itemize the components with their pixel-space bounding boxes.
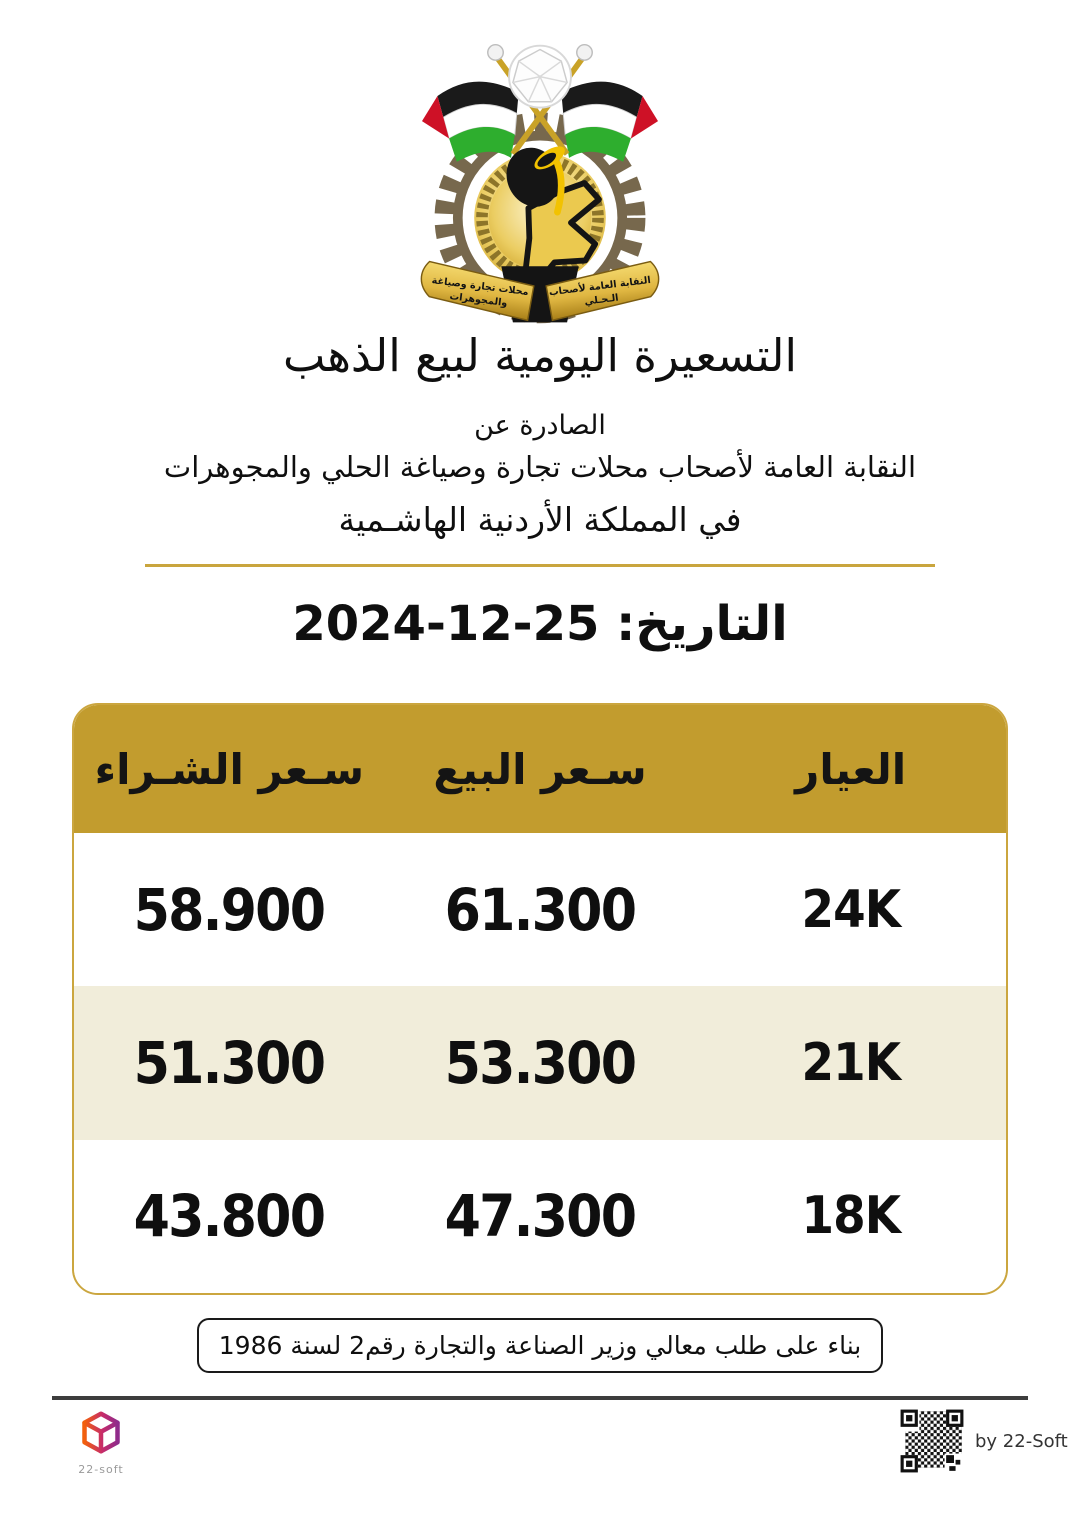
page-title: التسعيرة اليومية لبيع الذهب bbox=[283, 329, 797, 382]
sell-price-value: 61.300 bbox=[444, 875, 637, 944]
buy-price-value: 58.900 bbox=[133, 875, 326, 944]
sell-price-value: 47.300 bbox=[444, 1182, 637, 1251]
credit-text: by 22-Soft bbox=[975, 1430, 1068, 1452]
column-header-sell-price: سـعر البيع bbox=[433, 744, 647, 794]
date-line: التاريخ: 25-12-2024 bbox=[292, 596, 788, 652]
ribbon-right-line2: الـحـلي bbox=[584, 293, 619, 308]
table-row: 21K 53.300 51.300 bbox=[74, 986, 1006, 1140]
column-header-karat: العيار bbox=[795, 744, 907, 794]
issued-by-label: الصادرة عن bbox=[474, 410, 606, 441]
karat-value: 18K bbox=[801, 1186, 901, 1247]
credit-block: by 22-Soft bbox=[899, 1408, 1068, 1474]
ribbon-right: النقابة العامة لأصحاب الـحـلي bbox=[545, 260, 660, 322]
karat-value: 24K bbox=[801, 879, 901, 940]
gold-divider-line bbox=[145, 564, 935, 567]
kingdom-line: في المملكة الأردنية الهاشـمية bbox=[338, 500, 742, 539]
crucible-map-icon bbox=[506, 146, 602, 282]
brand-label: 22-soft bbox=[78, 1463, 124, 1476]
qr-code bbox=[899, 1408, 965, 1474]
jordan-flags-icon bbox=[421, 81, 659, 162]
buy-price-value: 43.800 bbox=[133, 1182, 326, 1251]
ribbon-left: محلات تجارة وصياغة والمجوهرات bbox=[420, 260, 535, 322]
cube-logo-icon bbox=[82, 1411, 120, 1454]
sell-price-value: 53.300 bbox=[444, 1028, 637, 1097]
legal-note: بناء على طلب معالي وزير الصناعة والتجارة… bbox=[196, 1318, 884, 1373]
diamond-icon bbox=[508, 44, 572, 109]
buy-price-value: 51.300 bbox=[133, 1028, 326, 1097]
legal-note-container: بناء على طلب معالي وزير الصناعة والتجارة… bbox=[0, 1318, 1080, 1373]
brand-logo-block: 22-soft bbox=[56, 1410, 146, 1476]
table-row: 24K 61.300 58.900 bbox=[74, 833, 1006, 987]
syndicate-emblem-logo: تأســست 1972 النقابة العامة لأصحاب الـحـ… bbox=[390, 36, 690, 332]
gold-price-table: العيار سـعر البيع سـعر الشـراء 24K 61.30… bbox=[72, 703, 1008, 1295]
table-header-row: العيار سـعر البيع سـعر الشـراء bbox=[74, 705, 1006, 833]
karat-value: 21K bbox=[801, 1032, 901, 1093]
column-header-buy-price: سـعر الشـراء bbox=[94, 744, 364, 794]
table-row: 18K 47.300 43.800 bbox=[74, 1139, 1006, 1293]
issuer-name: النقابة العامة لأصحاب محلات تجارة وصياغة… bbox=[163, 450, 917, 484]
footer-divider-line bbox=[52, 1396, 1028, 1400]
emblem-graphic: تأســست 1972 النقابة العامة لأصحاب الـحـ… bbox=[420, 43, 660, 324]
